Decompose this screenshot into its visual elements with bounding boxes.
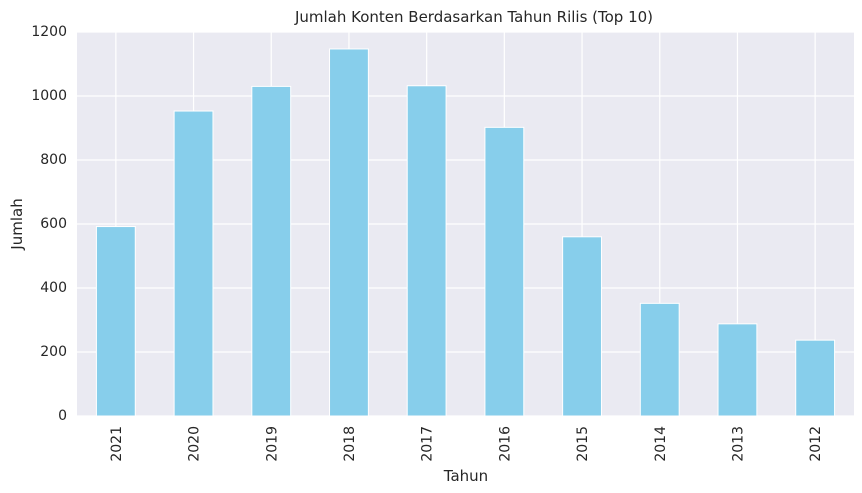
x-tick-label: 2014: [653, 426, 669, 462]
x-tick-label: 2019: [264, 426, 280, 462]
bar-2018: [329, 48, 369, 417]
y-tick-label: 800: [40, 152, 67, 168]
y-axis-label: Jumlah: [8, 198, 26, 250]
x-axis-ticks: 2021 2020 2019 2018 2017 2016 2015 2014 2013 2012: [109, 426, 824, 462]
x-axis-label: Tahun: [443, 467, 488, 485]
bar-2019: [251, 85, 292, 417]
bar-2020: [173, 110, 214, 417]
x-tick-label: 2016: [497, 426, 513, 462]
y-tick-label: 400: [40, 280, 67, 296]
chart-title: Jumlah Konten Berdasarkan Tahun Rilis (T…: [294, 8, 653, 26]
bar-2015: [562, 236, 602, 417]
y-axis-ticks: 0 200 400 600 800 1000 1200: [31, 24, 67, 424]
y-tick-label: 200: [40, 344, 67, 360]
bar-2014: [639, 302, 680, 417]
bar-2016: [484, 126, 525, 417]
x-tick-label: 2012: [808, 426, 824, 462]
y-tick-label: 1000: [31, 88, 67, 104]
bar-2021: [95, 226, 136, 417]
x-tick-label: 2018: [342, 426, 358, 462]
bar-2013: [717, 323, 758, 417]
x-tick-label: 2017: [420, 426, 436, 462]
x-tick-label: 2021: [109, 426, 125, 462]
y-tick-label: 600: [40, 216, 67, 232]
x-tick-label: 2020: [187, 426, 203, 462]
bar-group: [95, 48, 836, 417]
y-tick-label: 1200: [31, 24, 67, 40]
bar-2012: [795, 339, 836, 417]
x-tick-label: 2013: [730, 426, 746, 462]
y-tick-label: 0: [58, 408, 67, 424]
bar-2017: [406, 85, 447, 417]
x-tick-label: 2015: [575, 426, 591, 462]
